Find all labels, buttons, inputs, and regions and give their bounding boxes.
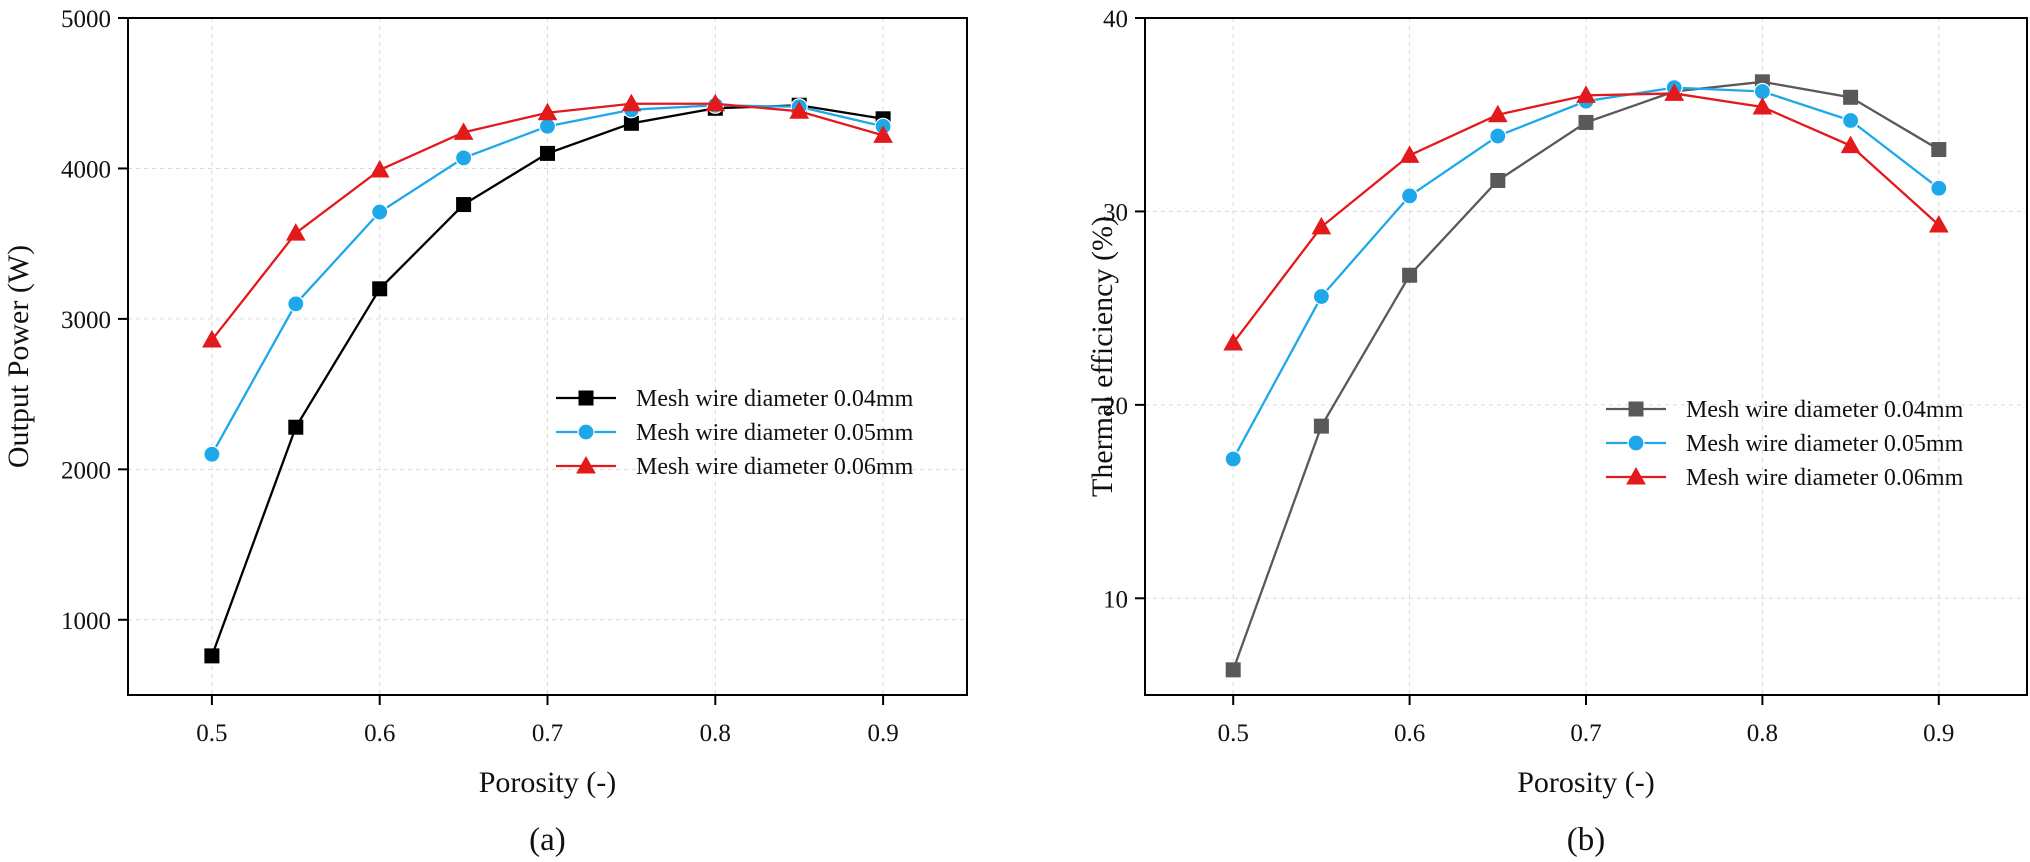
series-1-marker-9: [1931, 142, 1947, 158]
series-3-marker-4: [453, 122, 474, 140]
series-2-marker-8: [1841, 111, 1860, 130]
series-2-marker-1: [203, 445, 221, 463]
legend-marker-1: [578, 390, 594, 406]
series-3-marker-4: [1487, 104, 1508, 123]
series-1-marker-4: [456, 197, 472, 213]
series-3-marker-9: [873, 125, 893, 143]
x-tick-label-4: 0.8: [700, 720, 731, 747]
series-3-marker-2: [1311, 216, 1332, 235]
series-3-marker-1: [1223, 332, 1244, 351]
legend-label-1: Mesh wire diameter 0.04mm: [636, 386, 914, 412]
y-tick-label-3: 30: [1103, 199, 1128, 226]
series-3-marker-7: [1752, 96, 1773, 115]
x-tick-label-2: 0.6: [364, 720, 395, 747]
series-3-marker-3: [369, 159, 390, 178]
plot-frame: [127, 17, 968, 696]
series-1-marker-3: [372, 281, 388, 297]
legend-marker-3: [1626, 466, 1646, 485]
x-axis-title: Porosity (-): [1517, 766, 1655, 799]
legend-marker-1: [1628, 401, 1644, 417]
legend-label-2: Mesh wire diameter 0.05mm: [636, 420, 914, 446]
series-3-marker-6: [1664, 83, 1685, 101]
series-2-marker-4: [1489, 127, 1507, 145]
legend-label-3: Mesh wire diameter 0.06mm: [1686, 465, 1964, 491]
x-axis-title: Porosity (-): [479, 766, 617, 799]
series-2-marker-5: [538, 117, 557, 135]
series-3-marker-8: [789, 101, 810, 119]
series-3-marker-3: [1399, 145, 1420, 163]
output-power-chart: 0.5 0.6 0.7 0.8 0.9 1000 2000 3000 4000 5000 Mesh …: [2, 6, 968, 858]
series-1-marker-3: [1402, 267, 1418, 283]
series-2-marker-1: [1224, 450, 1242, 468]
y-tick-label-1: 10: [1103, 586, 1128, 613]
series-1-marker-6: [623, 115, 639, 131]
legend-label-3: Mesh wire diameter 0.06mm: [636, 454, 914, 480]
series-3-marker-6: [621, 93, 642, 112]
series-2-marker-4: [455, 149, 473, 167]
x-tick-label-3: 0.7: [1570, 720, 1601, 747]
series-2-marker-2: [287, 295, 305, 313]
legend-label-1: Mesh wire diameter 0.04mm: [1686, 397, 1964, 423]
series-1-marker-4: [1490, 172, 1506, 188]
series-1-marker-8: [1843, 89, 1859, 105]
series-3-marker-8: [1840, 135, 1861, 154]
x-tick-label-5: 0.9: [867, 720, 898, 747]
series-2-marker-9: [1930, 179, 1948, 197]
x-tick-label-4: 0.8: [1747, 720, 1778, 747]
series-2-marker-3: [371, 203, 389, 221]
y-tick-label-4: 4000: [61, 156, 111, 183]
series-3-marker-9: [1928, 214, 1949, 233]
series-1-marker-5: [1578, 114, 1594, 130]
y-tick-label-4: 40: [1103, 6, 1128, 33]
series-1-marker-1: [204, 648, 220, 664]
series-3-marker-7: [705, 93, 726, 112]
series-1-marker-2: [288, 419, 304, 435]
series-3-marker-2: [285, 223, 306, 241]
series-2-marker-3: [1400, 187, 1419, 205]
thermal-efficiency-chart: 0.5 0.6 0.7 0.8 0.9 10 20 30 40 Mesh wire diamete…: [1086, 6, 2028, 858]
legend-marker-2: [1627, 434, 1645, 452]
y-tick-label-3: 3000: [61, 307, 111, 334]
x-tick-label-5: 0.9: [1923, 720, 1954, 747]
x-tick-label-1: 0.5: [1218, 720, 1249, 747]
x-tick-label-3: 0.7: [532, 720, 563, 747]
y-axis-title: Output Power (W): [2, 245, 35, 468]
y-tick-label-2: 2000: [61, 457, 111, 484]
series-1-marker-1: [1225, 662, 1241, 678]
legend-marker-2: [577, 423, 595, 441]
y-tick-label-2: 20: [1103, 393, 1128, 420]
series-3: [202, 93, 893, 348]
series-1-marker-5: [540, 145, 555, 161]
series-3-marker-1: [202, 329, 222, 348]
panel-label: (a): [529, 822, 566, 858]
series-3-marker-5: [537, 102, 558, 121]
plot-frame: [1144, 17, 2028, 696]
series-3: [1223, 83, 1949, 351]
panel-label: (b): [1567, 822, 1605, 858]
series-1-marker-2: [1313, 418, 1329, 434]
legend: Mesh wire diameter 0.04mm Mesh wire diame…: [1606, 397, 1964, 491]
y-axis-title: Thermal efficiency (%): [1086, 216, 1119, 497]
series-3-marker-5: [1576, 85, 1596, 103]
y-tick-label-1: 1000: [61, 608, 111, 635]
legend: Mesh wire diameter 0.04mm Mesh wire diame…: [556, 386, 914, 480]
legend-marker-3: [576, 455, 596, 474]
legend-label-2: Mesh wire diameter 0.05mm: [1686, 431, 1964, 457]
x-tick-label-1: 0.5: [196, 720, 227, 747]
x-tick-label-2: 0.6: [1394, 720, 1425, 747]
series-2-marker-2: [1312, 287, 1331, 306]
y-tick-label-5: 5000: [61, 6, 111, 33]
